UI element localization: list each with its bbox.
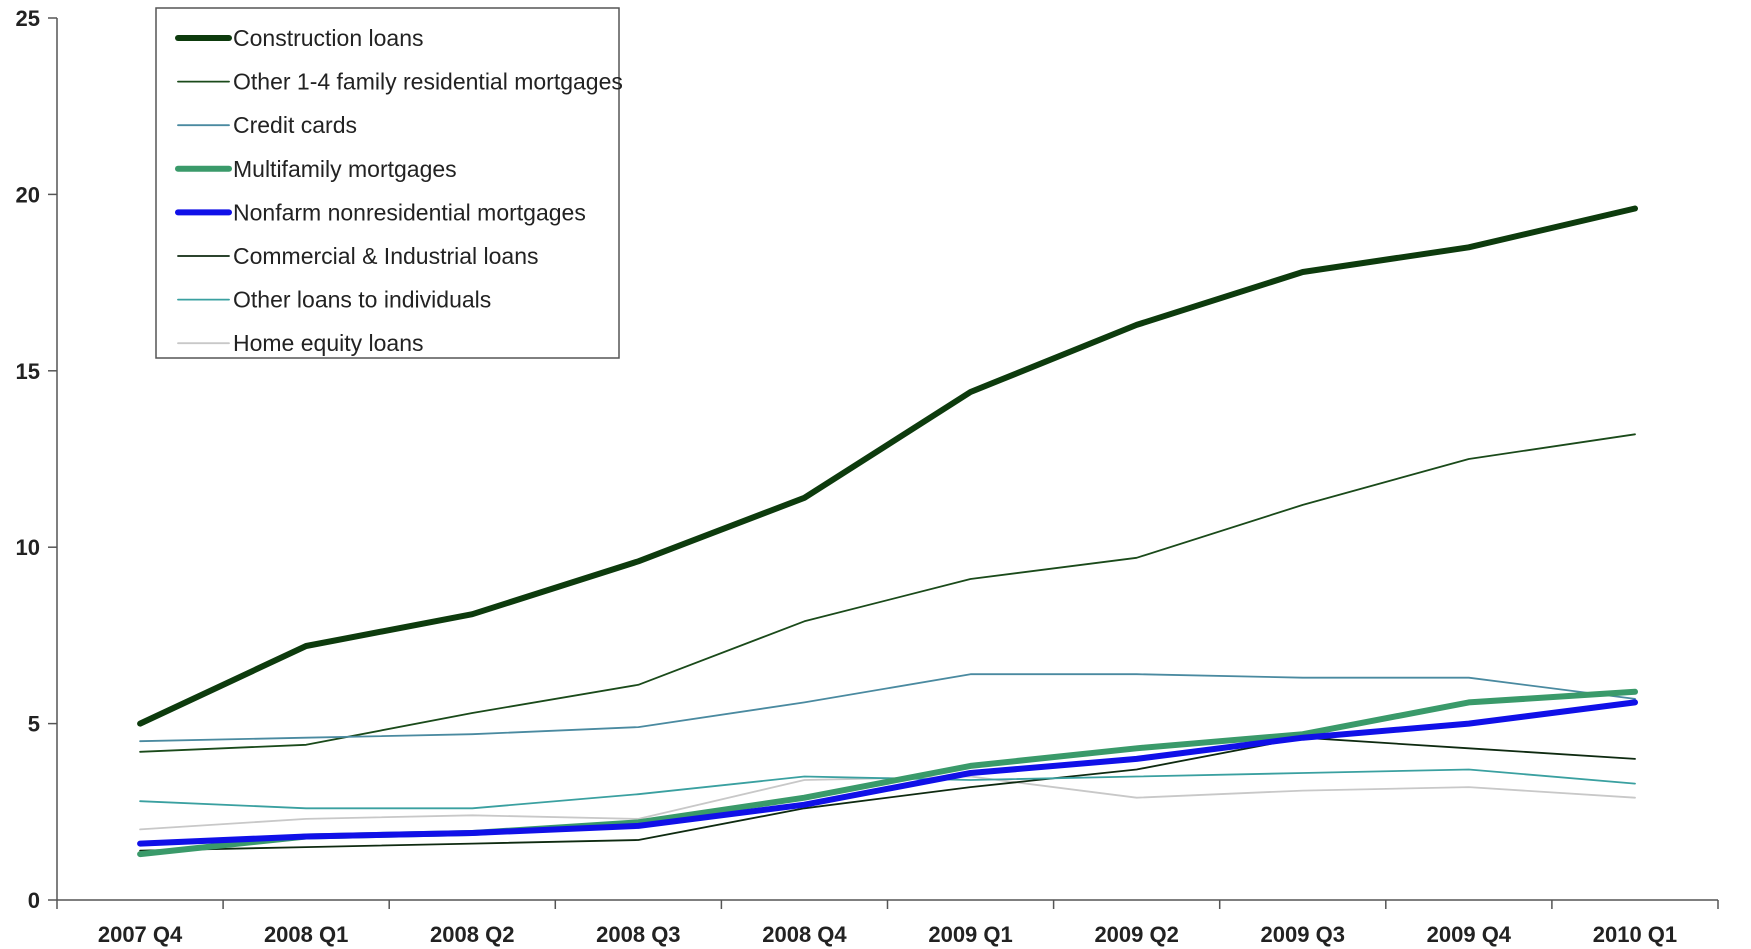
series-line-commercial-industrial-loans bbox=[139, 736, 1636, 852]
chart-axes: 0 5 10 15 20 25 2007 Q4 2008 Q1 2008 Q2 2008 Q3 20… bbox=[16, 6, 1719, 947]
y-tick-label: 0 bbox=[28, 888, 40, 913]
series-line-other-1-4-family-residential-mortgages bbox=[139, 433, 1636, 753]
x-tick-label: 2008 Q1 bbox=[264, 922, 348, 947]
legend-label: Construction loans bbox=[233, 25, 424, 51]
legend-label: Other 1-4 family residential mortgages bbox=[233, 69, 623, 95]
legend-label: Home equity loans bbox=[233, 330, 424, 356]
series-line-other-loans-to-individuals bbox=[139, 768, 1636, 810]
legend-label: Commercial & Industrial loans bbox=[233, 243, 539, 269]
x-tick-label: 2009 Q3 bbox=[1261, 922, 1345, 947]
series-line-multifamily-mortgages bbox=[137, 688, 1638, 858]
y-tick-label: 25 bbox=[16, 6, 40, 31]
series-line-credit-cards bbox=[139, 673, 1636, 743]
series-line-nonfarm-nonresidential-mortgages bbox=[137, 699, 1638, 847]
x-tick-label: 2008 Q4 bbox=[762, 922, 847, 947]
legend-label: Other loans to individuals bbox=[233, 287, 491, 313]
x-tick-label: 2008 Q3 bbox=[596, 922, 680, 947]
y-tick-label: 5 bbox=[28, 712, 40, 737]
x-tick-label: 2009 Q2 bbox=[1094, 922, 1178, 947]
x-tick-label: 2008 Q2 bbox=[430, 922, 514, 947]
y-tick-label: 15 bbox=[16, 359, 40, 384]
legend-box bbox=[155, 7, 620, 359]
chart-series bbox=[137, 205, 1638, 858]
x-tick-label: 2010 Q1 bbox=[1593, 922, 1677, 947]
series-line-construction-loans bbox=[137, 205, 1638, 727]
y-tick-label: 20 bbox=[16, 182, 40, 207]
legend-label: Credit cards bbox=[233, 112, 357, 138]
chart-legend: Construction loans Other 1-4 family resid… bbox=[155, 7, 623, 359]
x-tick-label: 2009 Q4 bbox=[1427, 922, 1512, 947]
legend-label: Nonfarm nonresidential mortgages bbox=[233, 199, 586, 225]
x-tick-label: 2007 Q4 bbox=[98, 922, 183, 947]
x-tick-label: 2009 Q1 bbox=[928, 922, 1012, 947]
legend-label: Multifamily mortgages bbox=[233, 156, 457, 182]
y-tick-label: 10 bbox=[16, 535, 40, 560]
